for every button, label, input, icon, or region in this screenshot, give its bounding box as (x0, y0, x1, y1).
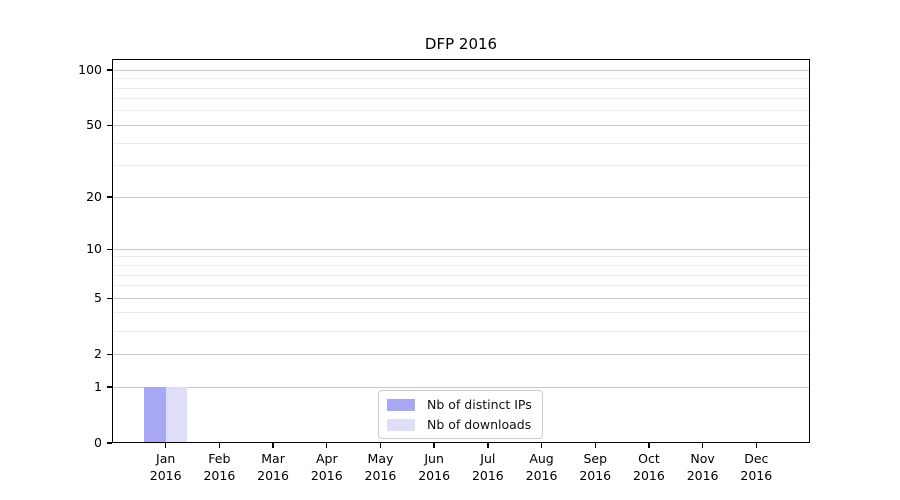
x-tick (755, 443, 757, 448)
x-tick-label: Aug 2016 (502, 451, 582, 484)
x-tick (326, 443, 328, 448)
x-tick (379, 443, 382, 448)
x-tick-month: Aug (529, 451, 554, 466)
x-tick-month: Nov (690, 451, 715, 466)
x-tick-month: Jan (156, 451, 176, 466)
y-tick (107, 442, 112, 444)
x-tick (433, 443, 435, 448)
x-tick (164, 443, 167, 448)
plot-area: Nb of distinct IPs Nb of downloads (112, 59, 810, 443)
gridline-minor (112, 330, 810, 332)
x-tick (272, 443, 274, 448)
y-tick (107, 248, 112, 250)
y-tick-label: 100 (78, 62, 102, 78)
gridline-minor (112, 265, 810, 266)
x-tick-label: Dec 2016 (716, 451, 796, 484)
x-tick-year: 2016 (633, 467, 665, 483)
x-tick-label: Apr 2016 (287, 451, 367, 484)
x-tick-year: 2016 (418, 467, 451, 483)
x-tick-month: Jun (424, 451, 444, 466)
x-tick-year: 2016 (310, 467, 343, 483)
x-tick-label: Oct 2016 (609, 451, 689, 484)
x-tick-month: May (367, 451, 394, 466)
gridline-minor (112, 110, 810, 112)
x-tick (701, 443, 704, 448)
x-tick-month: Sep (583, 451, 607, 466)
y-tick (107, 196, 112, 198)
gridline-minor (112, 274, 810, 276)
legend-swatch-downloads (387, 418, 415, 431)
x-tick-year: 2016 (471, 467, 504, 483)
x-tick-month: Oct (638, 451, 660, 466)
x-tick (594, 443, 596, 448)
y-tick (107, 124, 112, 127)
gridline-major (112, 69, 810, 71)
x-tick-label: Jun 2016 (394, 451, 474, 484)
x-tick-label: May 2016 (340, 451, 420, 484)
legend: Nb of distinct IPs Nb of downloads (378, 390, 543, 439)
legend-item-downloads: Nb of downloads (387, 417, 532, 432)
gridline-minor (112, 142, 810, 144)
x-tick-month: Mar (261, 451, 285, 466)
y-tick-label: 5 (94, 290, 102, 306)
x-tick (540, 443, 543, 448)
bar-downloads-jan (165, 387, 188, 443)
gridline-minor (112, 285, 810, 287)
gridline-major (112, 248, 810, 250)
x-tick-label: Mar 2016 (233, 451, 313, 484)
gridline-minor (112, 165, 810, 167)
x-tick-month: Feb (208, 451, 231, 466)
x-tick-year: 2016 (740, 467, 773, 483)
y-tick (107, 69, 112, 71)
x-tick-month: Dec (744, 451, 769, 466)
gridline-minor (112, 256, 810, 258)
x-tick-label: Feb 2016 (179, 451, 259, 484)
x-tick-year: 2016 (579, 467, 612, 483)
y-tick (107, 386, 112, 388)
gridline-major (112, 386, 810, 388)
gridline-minor (112, 98, 810, 100)
gridline-minor (112, 312, 810, 314)
gridline-minor (112, 78, 810, 80)
x-tick-label: Nov 2016 (663, 451, 743, 484)
x-tick (487, 443, 489, 448)
y-tick-label: 10 (86, 241, 102, 257)
y-tick (107, 353, 112, 355)
y-tick-label: 50 (86, 117, 102, 133)
x-tick-year: 2016 (686, 467, 719, 483)
x-tick-year: 2016 (149, 467, 182, 483)
x-tick-label: Sep 2016 (555, 451, 635, 484)
x-tick-label: Jul 2016 (448, 451, 528, 484)
gridline-major (112, 353, 810, 355)
y-tick-label: 20 (86, 189, 102, 205)
legend-item-distinct-ips: Nb of distinct IPs (387, 397, 532, 412)
x-tick-year: 2016 (203, 467, 236, 483)
y-tick-label: 0 (94, 435, 102, 450)
legend-label-distinct-ips: Nb of distinct IPs (427, 397, 532, 412)
y-tick-label: 1 (94, 379, 102, 394)
x-tick-year: 2016 (364, 467, 397, 483)
x-tick-label: Jan 2016 (126, 451, 206, 484)
y-tick-label: 2 (94, 346, 102, 362)
x-tick-month: Apr (315, 451, 338, 466)
gridline-major (112, 124, 810, 126)
gridline-major (112, 196, 810, 198)
bar-distinct-ips-jan (144, 387, 166, 443)
legend-label-downloads: Nb of downloads (427, 417, 532, 432)
x-tick-year: 2016 (257, 467, 289, 483)
y-tick (107, 297, 112, 299)
legend-swatch-distinct-ips (387, 398, 415, 411)
x-tick (218, 443, 221, 448)
gridline-minor (112, 87, 810, 89)
x-tick-month: Jul (480, 451, 496, 466)
x-tick-year: 2016 (525, 467, 558, 483)
gridline-major (112, 297, 810, 299)
chart-title: DFP 2016 (424, 35, 498, 53)
x-tick (648, 443, 650, 448)
